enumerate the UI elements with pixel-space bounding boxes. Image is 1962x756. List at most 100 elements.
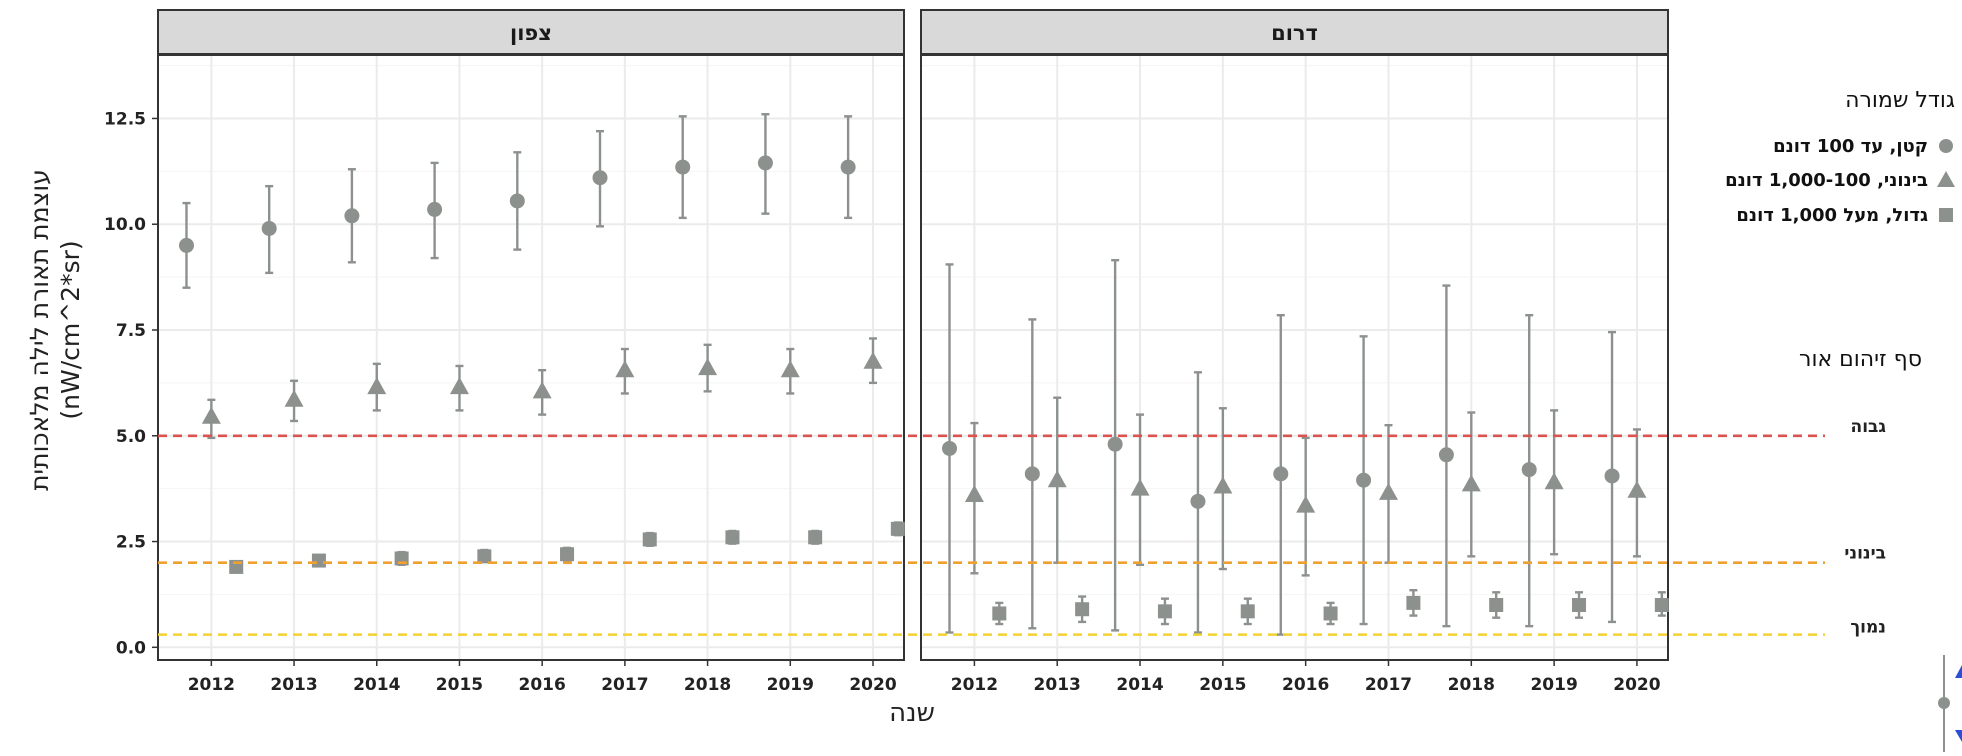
data-point-triangle <box>1378 482 1398 500</box>
data-point-square <box>1406 595 1421 610</box>
x-tick-label: 2016 <box>519 675 566 695</box>
legend-key-triangle <box>1937 171 1955 187</box>
panel-north: צפון <box>157 9 905 661</box>
legend-label: גדול, מעל 1,000 דונם <box>1736 205 1928 226</box>
legend-threshold-title: סף זיהום אור <box>1799 347 1922 372</box>
y-axis-label-line1: עוצמת תאורת לילה מלאכותית <box>25 169 54 491</box>
data-point-circle <box>1024 466 1040 482</box>
data-point-triangle <box>1544 472 1564 490</box>
data-point-circle <box>1604 468 1620 484</box>
data-point-square <box>311 553 326 568</box>
x-tick-label: 2020 <box>1613 675 1660 695</box>
panel-background <box>158 55 904 660</box>
series-triangle <box>201 337 883 440</box>
y-tick-label: 2.5 <box>116 533 146 553</box>
x-tick-label: 2018 <box>1448 675 1495 695</box>
series-circle <box>178 113 856 289</box>
y-tick-label: 5.0 <box>116 427 146 447</box>
reference-line-label: בינוני <box>1844 544 1886 564</box>
x-tick-label: 2018 <box>684 675 731 695</box>
data-point-square <box>642 532 657 547</box>
data-point-triangle <box>863 351 883 369</box>
series-square <box>229 521 905 574</box>
x-axis-label: שנה <box>889 698 935 728</box>
legend-size-title: גודל שמורה <box>1845 88 1955 113</box>
x-tick-label: 2019 <box>767 675 814 695</box>
legend-key-circle <box>1939 139 1953 153</box>
data-point-triangle <box>1130 478 1150 496</box>
data-point-square <box>560 547 575 562</box>
data-point-square <box>992 606 1007 621</box>
data-point-circle <box>942 440 958 456</box>
data-point-circle <box>427 201 443 217</box>
data-point-circle <box>675 159 691 175</box>
data-point-triangle <box>1627 480 1647 498</box>
data-point-circle <box>1356 472 1372 488</box>
x-tick-label: 2015 <box>436 675 483 695</box>
data-point-triangle <box>367 377 387 395</box>
x-tick-label: 2014 <box>1116 675 1163 695</box>
data-point-triangle <box>964 485 984 502</box>
x-tick-label: 2013 <box>270 675 317 695</box>
data-point-circle <box>344 208 360 224</box>
data-point-triangle <box>615 360 635 378</box>
panel-south: דרום <box>920 9 1669 661</box>
data-point-circle <box>1438 447 1454 463</box>
data-point-circle <box>509 193 525 209</box>
data-point-square <box>808 530 823 545</box>
panel-strip-title: צפון <box>510 21 552 45</box>
x-tick-label: 2020 <box>849 675 896 695</box>
x-tick-label: 2015 <box>1199 675 1246 695</box>
data-point-square <box>725 530 740 545</box>
panel-border <box>920 54 1669 661</box>
data-point-circle <box>1190 493 1206 509</box>
y-axis-label-line2: (nW/cm^2*sr) <box>56 240 85 419</box>
data-point-circle <box>1107 436 1123 452</box>
data-point-triangle <box>1213 476 1233 494</box>
legend-key-triangle-partial <box>1955 665 1962 678</box>
x-tick-label: 2017 <box>1365 675 1412 695</box>
data-point-triangle <box>698 358 718 376</box>
panel-background <box>921 55 1668 660</box>
legend-key-square <box>1939 208 1953 222</box>
x-tick-label: 2012 <box>951 675 998 695</box>
panel-strip <box>157 9 905 55</box>
x-tick-label: 2012 <box>188 675 235 695</box>
series-circle <box>942 258 1620 636</box>
series-square <box>992 588 1669 626</box>
legend-key-triangle-partial <box>1955 730 1962 742</box>
series-triangle <box>964 396 1647 577</box>
panel-strip-title: דרום <box>1271 21 1318 45</box>
panel-border <box>157 54 905 661</box>
data-point-triangle <box>1461 474 1481 492</box>
data-point-square <box>477 549 492 564</box>
data-point-circle <box>592 170 608 186</box>
data-point-square <box>1489 598 1504 612</box>
reference-line-label: נמוך <box>1850 618 1886 638</box>
data-point-triangle <box>780 360 800 378</box>
data-point-square <box>1240 604 1255 619</box>
y-tick-label: 12.5 <box>104 109 146 129</box>
data-point-square <box>1654 598 1669 612</box>
data-point-circle <box>840 159 856 175</box>
legend-label: קטן, עד 100 דונם <box>1773 136 1928 157</box>
data-point-square <box>890 521 905 536</box>
data-point-triangle <box>1296 495 1316 513</box>
x-tick-label: 2019 <box>1530 675 1577 695</box>
x-tick-label: 2014 <box>353 675 400 695</box>
data-point-circle <box>757 155 773 171</box>
data-point-triangle <box>1047 470 1067 488</box>
x-tick-label: 2017 <box>601 675 648 695</box>
x-tick-label: 2013 <box>1034 675 1081 695</box>
data-point-square <box>1572 598 1587 612</box>
reference-line-label: גבוה <box>1851 417 1887 437</box>
data-point-circle <box>178 237 194 253</box>
data-point-triangle <box>449 377 469 395</box>
legend-key-circle-partial <box>1938 697 1950 709</box>
data-point-triangle <box>532 381 552 399</box>
data-point-square <box>1157 604 1172 619</box>
data-point-circle <box>1521 462 1537 478</box>
data-point-square <box>1075 602 1090 617</box>
y-tick-label: 7.5 <box>116 321 146 341</box>
